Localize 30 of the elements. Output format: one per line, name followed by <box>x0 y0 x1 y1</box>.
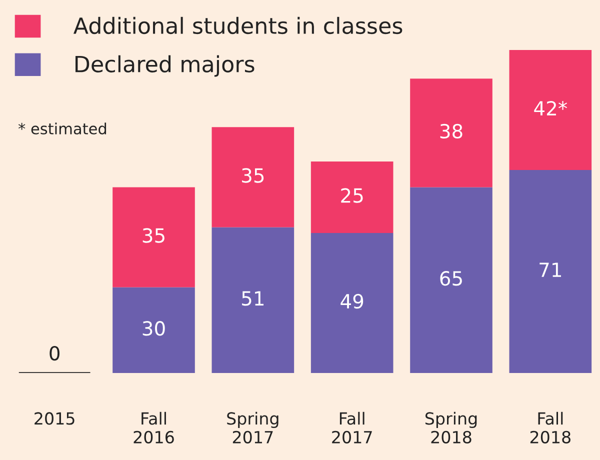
bar <box>112 187 195 288</box>
x-tick-label: Spring 2017 <box>227 412 278 444</box>
bar <box>310 232 394 373</box>
x-tick-label: Fall 2016 <box>134 412 174 444</box>
legend-label: Declared majors <box>76 55 254 77</box>
annotation: * estimated <box>18 122 106 134</box>
data-label: 35 <box>242 168 264 183</box>
bar <box>212 227 294 373</box>
data-label: 38 <box>440 124 462 139</box>
x-tick-label: Spring 2018 <box>425 412 477 444</box>
bar <box>509 170 592 373</box>
x-tick-label: 2015 <box>34 412 74 425</box>
bar <box>410 78 492 188</box>
x-tick-label: Fall 2018 <box>530 412 570 444</box>
x-tick-label: Fall 2017 <box>332 412 372 444</box>
data-label: 0 <box>50 346 60 361</box>
bar <box>310 161 394 233</box>
data-label: 49 <box>340 294 364 309</box>
data-label: 30 <box>142 321 165 336</box>
data-label: 71 <box>540 262 561 277</box>
bar <box>112 287 195 373</box>
bar <box>509 50 592 170</box>
bar <box>212 127 294 228</box>
data-label: 35 <box>142 228 164 243</box>
data-label: 25 <box>341 188 363 203</box>
legend-label: Additional students in classes <box>74 16 402 34</box>
data-label: 42* <box>534 100 568 116</box>
bar <box>410 187 492 373</box>
data-label: 65 <box>440 271 462 286</box>
data-label: 51 <box>242 291 264 306</box>
